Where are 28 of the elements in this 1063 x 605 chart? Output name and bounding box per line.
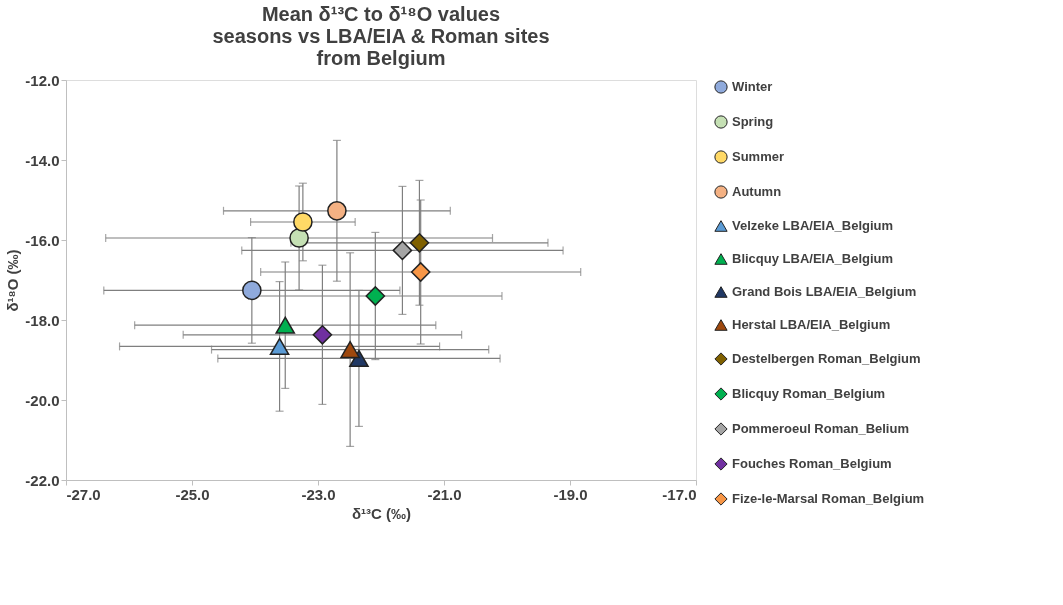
- x-axis-title: δ¹³C (‰): [351, 504, 412, 522]
- legend-label: Herstal LBA/EIA_Belgium: [732, 317, 891, 332]
- y-tick-label: -14.0: [25, 151, 60, 169]
- x-tick-label: -19.0: [553, 485, 588, 503]
- legend-label: Blicquy Roman_Belgium: [732, 386, 886, 401]
- legend-label: Blicquy LBA/EIA_Belgium: [732, 251, 894, 266]
- y-axis-title: δ¹⁸O (‰): [4, 249, 22, 312]
- legend-label: Velzeke LBA/EIA_Belgium: [732, 218, 894, 233]
- legend-label: Destelbergen Roman_Belgium: [732, 351, 921, 366]
- y-tick-label: -18.0: [25, 311, 60, 329]
- x-tick-label: -25.0: [175, 485, 210, 503]
- x-tick-label: -27.0: [66, 485, 101, 503]
- y-tick-label: -16.0: [25, 231, 60, 249]
- legend-label: Winter: [732, 79, 773, 94]
- x-tick-label: -21.0: [427, 485, 462, 503]
- legend-label: Autumn: [732, 184, 782, 199]
- legend-label: Spring: [732, 114, 774, 129]
- y-tick-label: -22.0: [25, 471, 60, 489]
- legend-label: Fouches Roman_Belgium: [732, 456, 892, 471]
- y-tick-label: -20.0: [25, 391, 60, 409]
- legend-label: Fize-le-Marsal Roman_Belgium: [732, 491, 925, 506]
- chart-title: Mean δ¹³C to δ¹⁸O values seasons vs LBA/EIA & Roman sites from Belgium: [212, 3, 550, 69]
- y-tick-label: -12.0: [25, 71, 60, 89]
- legend-label: Summer: [732, 149, 785, 164]
- legend-label: Grand Bois LBA/EIA_Belgium: [732, 284, 917, 299]
- x-tick-label: -23.0: [301, 485, 336, 503]
- legend-label: Pommeroeul Roman_Belium: [732, 421, 909, 436]
- x-tick-label: -17.0: [662, 485, 697, 503]
